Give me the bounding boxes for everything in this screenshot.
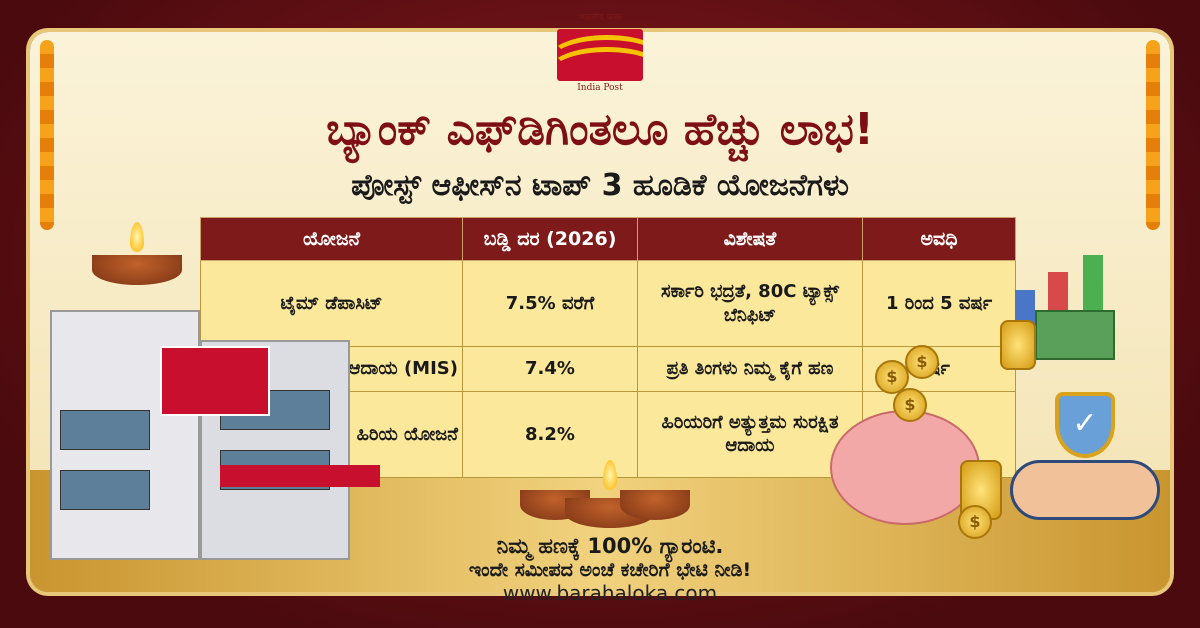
- cell-feature: ಪ್ರತಿ ತಿಂಗಳು ನಿಮ್ಮ ಕೈಗೆ ಹಣ: [637, 346, 863, 392]
- piggy-bank-icon: [830, 410, 980, 525]
- guarantee-text: ನಿಮ್ಮ ಹಣಕ್ಕೆ 100% ಗ್ಯಾರಂಟಿ.: [496, 534, 724, 558]
- visit-text: ಇಂದೇ ಸಮೀಪದ ಅಂಚೆ ಕಚೇರಿಗೆ ಭೇಟಿ ನೀಡಿ!: [468, 559, 752, 581]
- header-duration: ಅವಧಿ: [862, 217, 1016, 261]
- india-post-logo-icon: [557, 29, 643, 81]
- table-header-row: ಯೋಜನೆ ಬಡ್ಡಿ ದರ (2026) ವಿಶೇಷತೆ ಅವಧಿ: [200, 217, 1016, 261]
- cell-feature: ಹಿರಿಯರಿಗೆ ಅತ್ಯುತ್ತಮ ಸುರಕ್ಷಿತ ಆದಾಯ: [637, 390, 863, 479]
- diya-flame-icon: [130, 222, 144, 252]
- india-post-sign: [160, 346, 270, 416]
- logo-english-text: India Post: [577, 83, 623, 93]
- marigold-garland: [40, 40, 54, 230]
- header-interest-rate: ಬಡ್ಡಿ ದರ (2026): [462, 217, 638, 261]
- marigold-garland: [1146, 40, 1160, 230]
- cell-rate: 8.2%: [462, 390, 638, 479]
- header-features: ವಿಶೇಷತೆ: [637, 217, 863, 261]
- cell-scheme: ಟೈಮ್ ಡೆಪಾಸಿಟ್: [200, 259, 463, 348]
- coin-icon: $: [958, 505, 992, 539]
- cell-feature: ಸರ್ಕಾರಿ ಭದ್ರತೆ, 80C ಟ್ಯಾಕ್ಸ್ ಬೆನಿಫಿಟ್: [637, 259, 863, 348]
- diya-flame-icon: [603, 460, 617, 490]
- website-link[interactable]: www.barahaloka.com: [502, 581, 718, 605]
- shield-check-icon: ✓: [1055, 392, 1115, 458]
- coin-stack-icon: [1000, 320, 1036, 370]
- post-office-building: [40, 300, 380, 570]
- india-post-logo: भारतीय पाक India Post: [540, 10, 660, 93]
- coin-icon: $: [905, 345, 939, 379]
- header-scheme: ಯೋಜನೆ: [200, 217, 463, 261]
- cash-stack-icon: [1035, 310, 1115, 360]
- footer-banner: ನಿಮ್ಮ ಹಣಕ್ಕೆ 100% ಗ್ಯಾರಂಟಿ. ಇಂದೇ ಸಮೀಪದ ಅ…: [380, 534, 840, 605]
- diya-icon: [92, 255, 182, 285]
- handshake-icon: [1010, 460, 1160, 520]
- table-row: ಟೈಮ್ ಡೆಪಾಸಿಟ್ 7.5% ವರೆಗೆ ಸರ್ಕಾರಿ ಭದ್ರತೆ,…: [200, 259, 1016, 348]
- coin-icon: $: [893, 388, 927, 422]
- cell-rate: 7.5% ವರೆಗೆ: [462, 259, 638, 348]
- cell-rate: 7.4%: [462, 346, 638, 392]
- logo-hindi-text: भारतीय पाक: [578, 13, 622, 23]
- cell-duration: 1 ರಿಂದ 5 ವರ್ಷ: [862, 259, 1016, 348]
- subheadline: ಪೋಸ್ಟ್ ಆಫೀಸ್‌ನ ಟಾಪ್ 3 ಹೂಡಿಕೆ ಯೋಜನೆಗಳು: [351, 168, 849, 203]
- headline: ಬ್ಯಾಂಕ್ ಎಫ್‌ಡಿಗಿಂತಲೂ ಹೆಚ್ಚು ಲಾಭ!: [326, 104, 874, 155]
- diya-icon: [620, 490, 690, 520]
